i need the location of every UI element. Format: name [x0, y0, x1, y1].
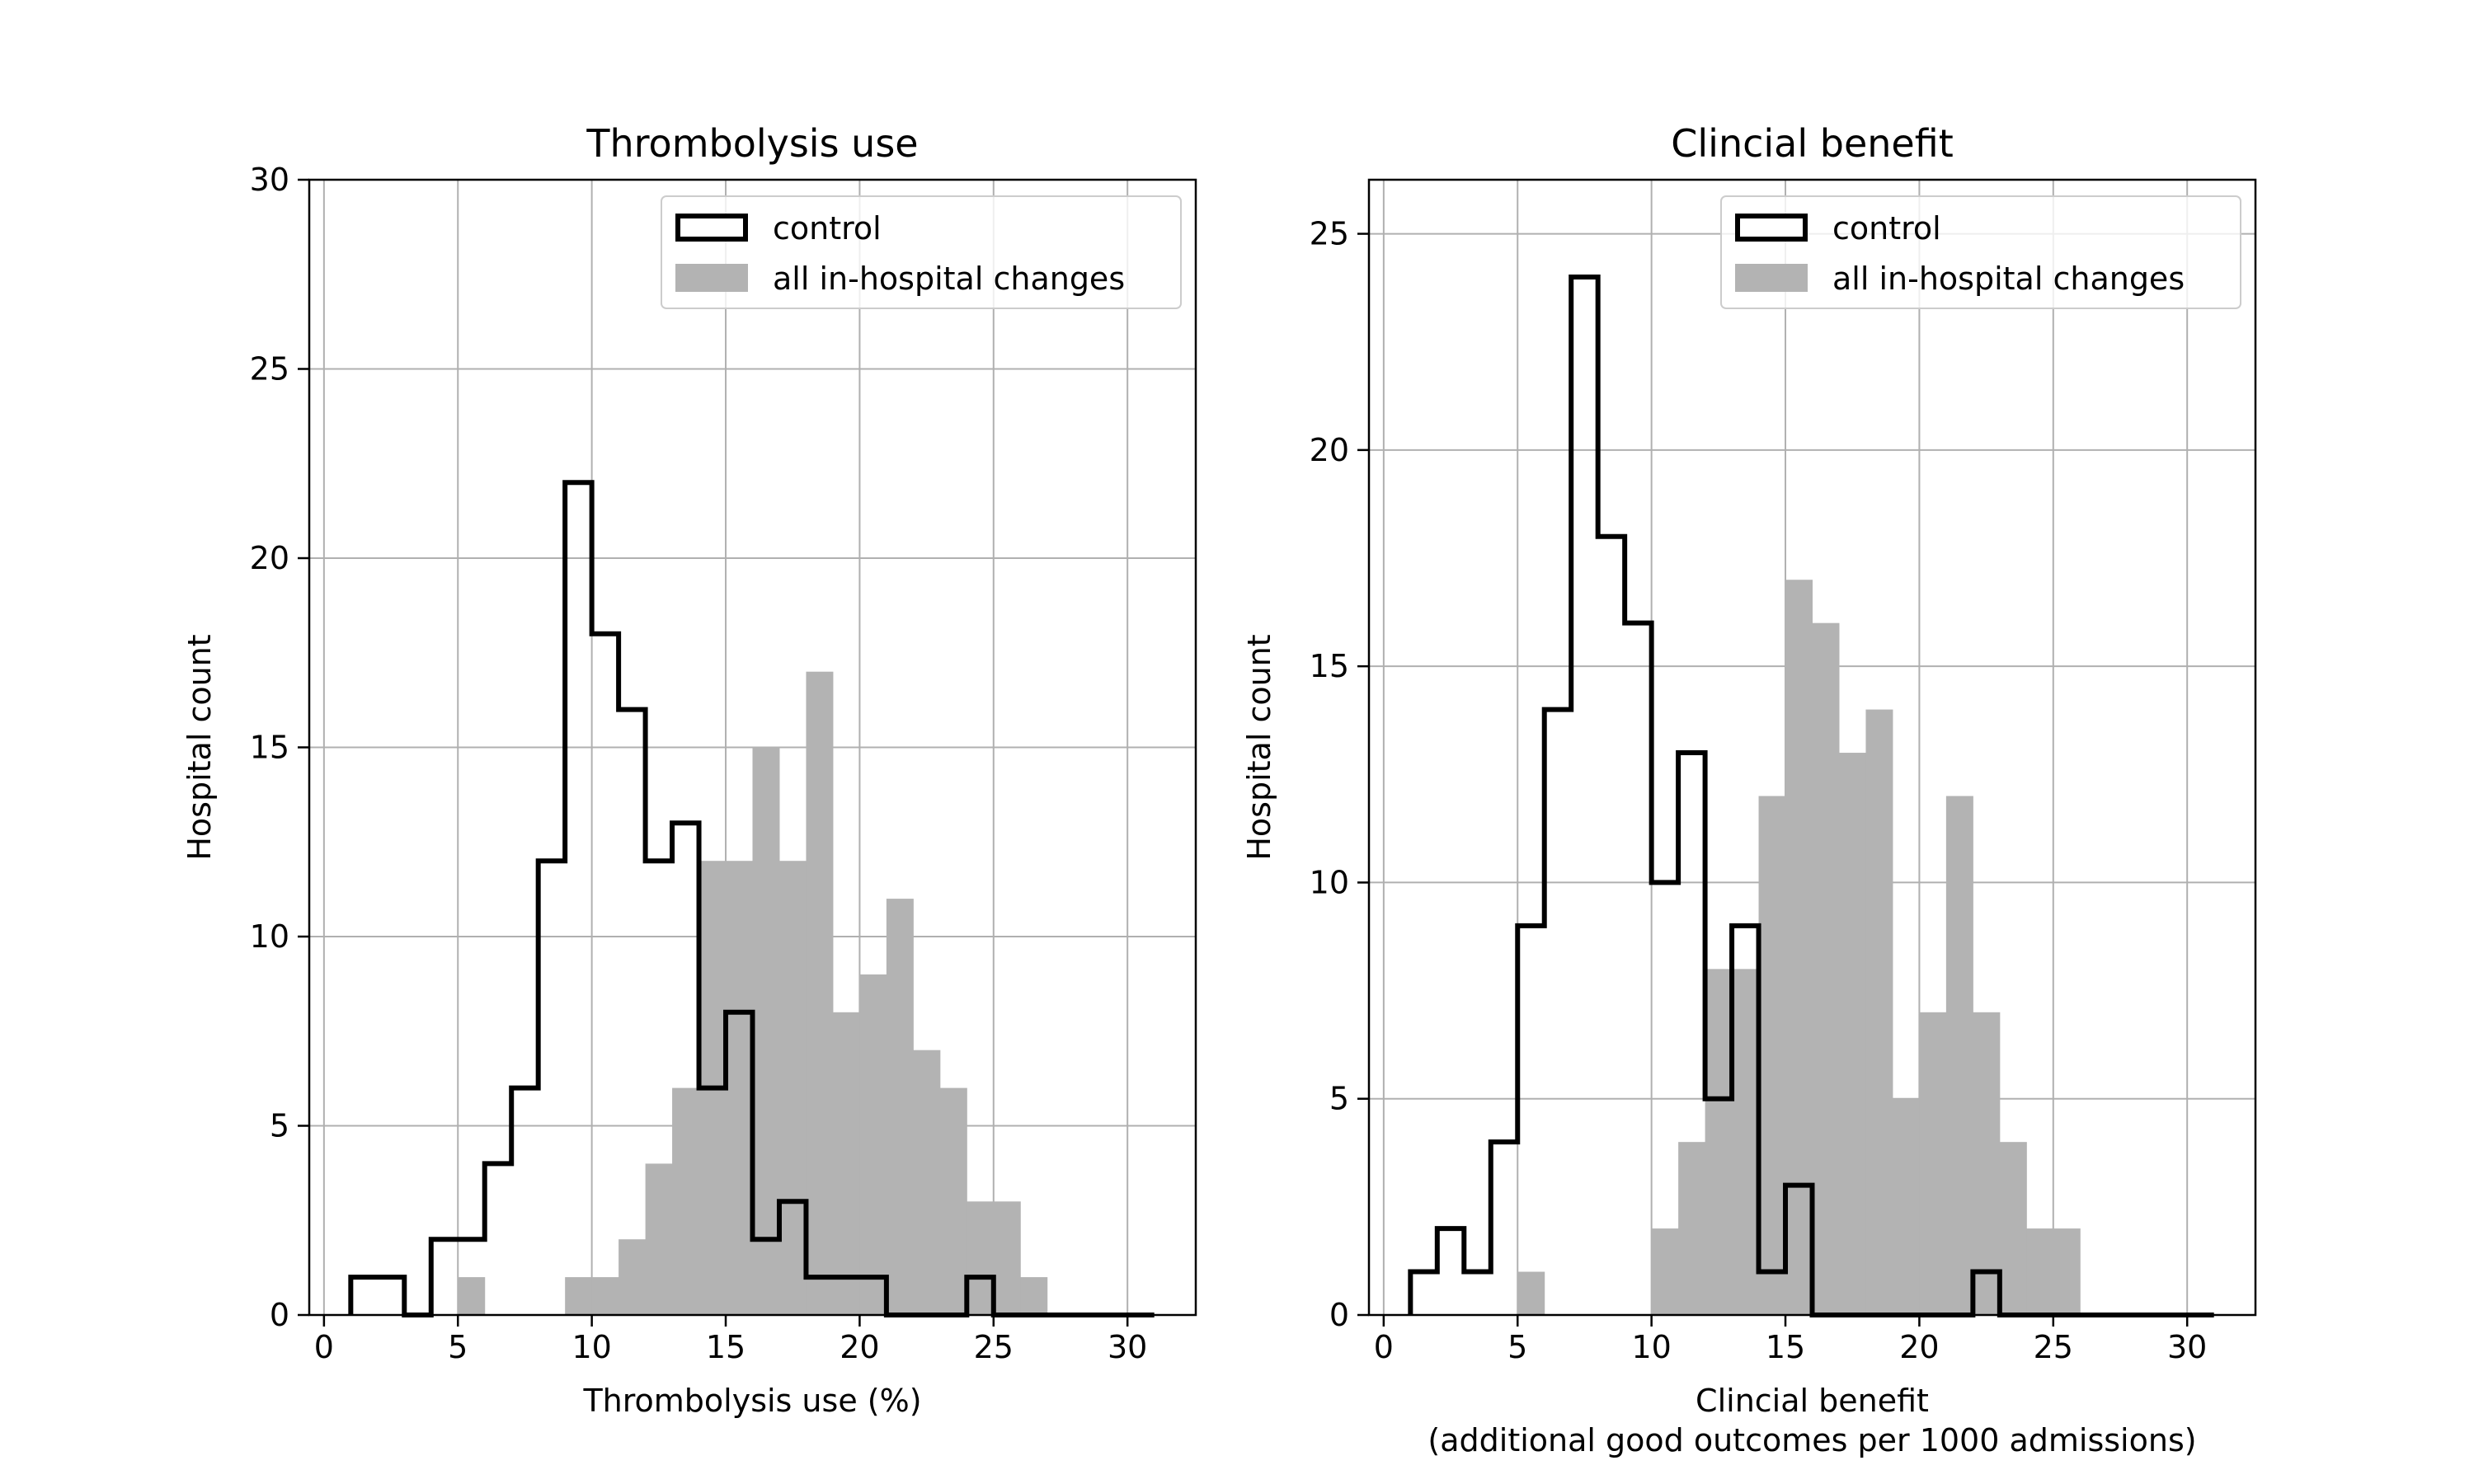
y-tick-label: 5 — [1329, 1081, 1349, 1117]
legend-label: all in-hospital changes — [1832, 261, 2185, 297]
legend-swatch-filled — [675, 264, 748, 292]
histogram-bar — [1517, 1271, 1545, 1315]
histogram-bar — [591, 1277, 619, 1315]
x-axis-label: Thrombolysis use (%) — [582, 1383, 921, 1419]
x-tick-label: 10 — [1631, 1329, 1671, 1365]
x-tick-label: 5 — [448, 1329, 468, 1365]
y-tick-label: 20 — [1310, 432, 1349, 468]
y-tick-label: 10 — [1310, 864, 1349, 900]
histogram-bar — [1785, 580, 1813, 1315]
y-tick-label: 25 — [250, 351, 289, 387]
histogram-bar — [618, 1239, 647, 1315]
y-tick-label: 15 — [250, 730, 289, 766]
y-tick-label: 25 — [1310, 216, 1349, 252]
histogram-bar — [1758, 796, 1786, 1315]
histogram-bar — [1999, 1142, 2027, 1315]
histogram-bar — [672, 1087, 700, 1315]
control-step-line — [348, 480, 1155, 1317]
histogram-bar — [886, 899, 914, 1315]
x-axis-label: Clincial benefit — [1696, 1383, 1929, 1419]
histogram-bar — [832, 1012, 860, 1315]
x-tick-label: 0 — [1374, 1329, 1394, 1365]
histogram-bar — [1678, 1142, 1706, 1315]
y-tick-label: 10 — [250, 918, 289, 955]
chart-panel-1: 0 5 10 15 20 25 30 0 5 10 15 20 25 30 Thrombolysis use… — [181, 121, 1197, 1419]
histogram-bar — [1919, 1012, 1947, 1315]
histogram-bar — [645, 1163, 673, 1315]
histogram-bar — [1838, 753, 1866, 1315]
y-tick-label: 5 — [270, 1108, 289, 1144]
y-tick-label: 20 — [250, 540, 289, 576]
legend: control all in-hospital changes — [661, 195, 1182, 309]
histogram-bar — [1945, 796, 1973, 1315]
histogram-bar — [1812, 622, 1840, 1315]
y-tick-label: 0 — [1329, 1297, 1349, 1333]
y-tick-label: 15 — [1310, 648, 1349, 684]
histogram-bar — [1651, 1228, 1679, 1315]
y-axis-label: Hospital count — [1241, 634, 1277, 860]
x-tick-label: 25 — [2034, 1329, 2073, 1365]
legend-label: all in-hospital changes — [773, 261, 1125, 297]
legend-label: control — [773, 210, 882, 247]
histogram-bar — [939, 1087, 967, 1315]
histogram-bar — [2026, 1228, 2054, 1315]
x-tick-label: 0 — [314, 1329, 334, 1365]
chart-title: Thrombolysis use — [586, 121, 918, 166]
x-tick-label: 20 — [840, 1329, 879, 1365]
x-tick-label: 15 — [1766, 1329, 1805, 1365]
histogram-bar — [1865, 709, 1893, 1315]
histogram-bar — [859, 974, 887, 1315]
histogram-bar — [2053, 1228, 2081, 1315]
y-tick-label: 0 — [270, 1297, 289, 1333]
x-tick-label: 25 — [974, 1329, 1014, 1365]
x-tick-label: 5 — [1507, 1329, 1527, 1365]
histogram-bar — [806, 671, 834, 1315]
legend-frame — [661, 195, 1182, 309]
histogram-bar — [1892, 1098, 1920, 1315]
histogram-bar — [458, 1277, 486, 1315]
histogram-bar — [726, 861, 753, 1315]
chart-panel-2: 0 5 10 15 20 25 30 0 5 10 15 20 25 Clincial benefit Cl… — [1241, 121, 2257, 1458]
histogram-bar — [967, 1201, 995, 1315]
x-tick-label: 30 — [2167, 1329, 2207, 1365]
legend-swatch-filled — [1735, 264, 1808, 292]
axes-frame — [1367, 178, 2257, 1317]
chart-title: Clincial benefit — [1671, 121, 1953, 166]
x-tick-label: 10 — [571, 1329, 611, 1365]
x-tick-label: 30 — [1108, 1329, 1147, 1365]
x-tick-label: 20 — [1899, 1329, 1939, 1365]
legend-frame — [1720, 195, 2241, 309]
x-axis-label-line2: (additional good outcomes per 1000 admis… — [1427, 1422, 2196, 1458]
y-axis-label: Hospital count — [181, 634, 218, 860]
histogram-bar — [1973, 1012, 2001, 1315]
histogram-bar — [1705, 969, 1733, 1315]
legend-swatch-control — [675, 214, 748, 242]
histogram-bar — [565, 1277, 593, 1315]
x-tick-label: 15 — [706, 1329, 745, 1365]
histogram-bar — [1732, 969, 1760, 1315]
histogram-bar — [1020, 1277, 1048, 1315]
y-tick-label: 30 — [250, 162, 289, 198]
histogram-bar — [778, 861, 807, 1315]
histogram-bar — [993, 1201, 1021, 1315]
histogram-bar — [913, 1050, 941, 1315]
legend-swatch-control — [1735, 214, 1808, 242]
legend-label: control — [1832, 210, 1941, 247]
histogram-bar — [752, 747, 780, 1315]
legend: control all in-hospital changes — [1720, 195, 2241, 309]
